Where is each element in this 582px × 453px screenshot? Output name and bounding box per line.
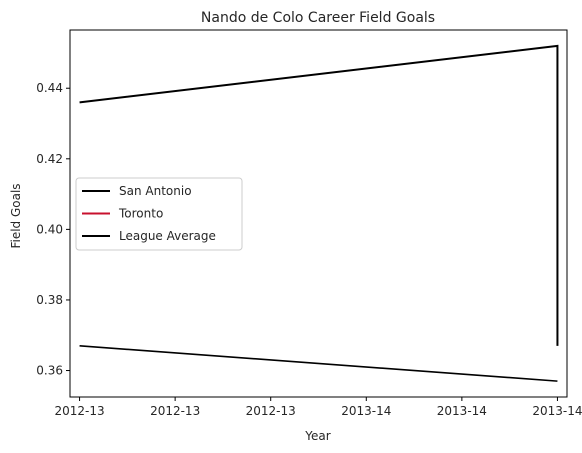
x-tick-label: 2012-13 <box>54 404 104 418</box>
x-tick-label: 2013-14 <box>532 404 582 418</box>
series-line-league-average <box>79 345 558 382</box>
y-tick-label: 0.44 <box>36 81 63 95</box>
x-axis-label: Year <box>304 429 330 443</box>
legend-label-league-average: League Average <box>119 229 216 243</box>
y-tick-label: 0.40 <box>36 222 63 236</box>
x-tick-label: 2013-14 <box>437 404 487 418</box>
y-tick-label: 0.38 <box>36 293 63 307</box>
chart-title: Nando de Colo Career Field Goals <box>201 10 435 26</box>
plot-area: 0.36 0.38 0.40 0.42 0.44 2012-13 2012-13 2012-1… <box>36 29 582 418</box>
legend: San Antonio Toronto League Average <box>75 177 243 251</box>
y-tick-label: 0.42 <box>36 152 63 166</box>
y-tick-label: 0.36 <box>36 364 63 378</box>
y-axis-label: Field Goals <box>9 183 23 248</box>
x-tick-label: 2013-14 <box>341 404 391 418</box>
legend-label-toronto: Toronto <box>118 207 163 221</box>
x-tick-label: 2012-13 <box>246 404 296 418</box>
axes-frame <box>69 29 568 398</box>
x-tick-label: 2012-13 <box>150 404 200 418</box>
legend-label-san-antonio: San Antonio <box>119 184 192 198</box>
legend-box <box>75 177 243 251</box>
series-line-san-antonio <box>79 44 559 346</box>
